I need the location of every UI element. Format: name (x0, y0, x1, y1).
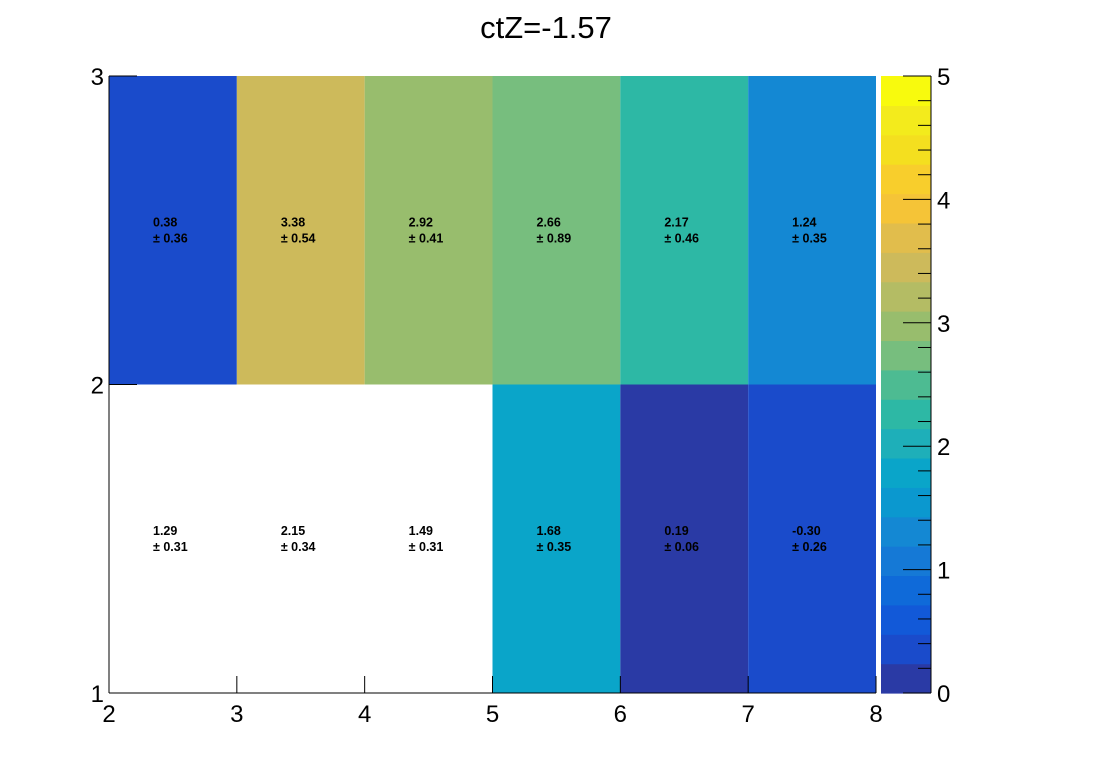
color-scale-swatch (881, 164, 931, 195)
y-tick-label: 2 (91, 373, 104, 400)
cell-error-label: ± 0.41 (409, 231, 444, 245)
cell-value-label: -0.30 (792, 524, 821, 538)
cell-value-label: 2.17 (664, 215, 688, 229)
color-scale-tick-label: 3 (937, 311, 950, 338)
color-scale-swatch (881, 575, 931, 606)
color-scale-swatch (881, 457, 931, 488)
cell-error-label: ± 0.31 (409, 540, 444, 554)
cell-error-label: ± 0.35 (792, 231, 827, 245)
cell-error-label: ± 0.34 (281, 540, 316, 554)
cell-error-label: ± 0.35 (537, 540, 572, 554)
color-scale-swatch (881, 516, 931, 547)
color-scale-swatch (881, 428, 931, 459)
heatmap-cell (620, 76, 749, 385)
x-tick-label: 2 (102, 701, 115, 728)
color-scale-swatch (881, 105, 931, 136)
color-scale-swatch (881, 369, 931, 400)
color-scale-tick-label: 5 (937, 64, 950, 91)
heatmap-cell (364, 76, 493, 385)
cell-value-label: 3.38 (281, 215, 305, 229)
color-scale-swatch (881, 487, 931, 518)
cell-error-label: ± 0.06 (664, 540, 699, 554)
cell-error-label: ± 0.46 (664, 231, 699, 245)
x-tick-label: 8 (869, 701, 882, 728)
cell-error-label: ± 0.36 (153, 231, 188, 245)
heatmap-cell (748, 384, 876, 693)
color-scale-bar: 0 1 2 3 4 5 (881, 64, 950, 708)
color-scale-swatch (881, 193, 931, 224)
color-scale-swatch (881, 546, 931, 577)
color-scale-swatch (881, 634, 931, 665)
heatmap-cell (236, 76, 365, 385)
cell-error-label: ± 0.54 (281, 231, 316, 245)
heatmap-cell (748, 76, 876, 385)
cell-labels: 1.29 ± 0.31 2.15 ± 0.34 1.49 ± 0.31 1.68 ± 0.35… (153, 215, 827, 554)
cell-value-label: 0.19 (664, 524, 688, 538)
color-scale-tick-label: 0 (937, 681, 950, 708)
x-tick-label: 3 (230, 701, 243, 728)
heatmap-cell (109, 76, 237, 385)
heatmap-cells (109, 76, 876, 693)
color-scale-tick-label: 2 (937, 434, 950, 461)
color-scale-swatch (881, 222, 931, 253)
heatmap-cell (620, 384, 749, 693)
color-scale-swatch (881, 76, 931, 106)
cell-value-label: 1.24 (792, 215, 816, 229)
heatmap-cell (492, 76, 621, 385)
cell-value-label: 2.15 (281, 524, 305, 538)
color-scale-swatch (881, 252, 931, 283)
color-scale-swatch (881, 281, 931, 312)
cell-value-label: 1.49 (409, 524, 433, 538)
cell-value-label: 2.66 (537, 215, 561, 229)
cell-error-label: ± 0.26 (792, 540, 827, 554)
y-tick-label: 3 (91, 64, 104, 91)
cell-value-label: 2.92 (409, 215, 433, 229)
x-tick-label: 4 (358, 701, 371, 728)
cell-value-label: 1.29 (153, 524, 177, 538)
cell-error-label: ± 0.31 (153, 540, 188, 554)
cell-error-label: ± 0.89 (537, 231, 572, 245)
cell-value-label: 1.68 (537, 524, 561, 538)
color-scale-swatch (881, 340, 931, 371)
color-scale-tick-label: 4 (937, 187, 950, 214)
x-tick-label: 7 (741, 701, 754, 728)
color-scale-swatch (881, 311, 931, 342)
chart-title: ctZ=-1.57 (480, 10, 612, 45)
color-scale-tick-label: 1 (937, 558, 950, 585)
cell-value-label: 0.38 (153, 215, 177, 229)
color-scale-swatch (881, 399, 931, 430)
heatmap-cell (492, 384, 621, 693)
color-scale-swatch (881, 604, 931, 635)
y-tick-label: 1 (91, 681, 104, 708)
x-tick-label: 6 (614, 701, 627, 728)
x-tick-label: 5 (486, 701, 499, 728)
